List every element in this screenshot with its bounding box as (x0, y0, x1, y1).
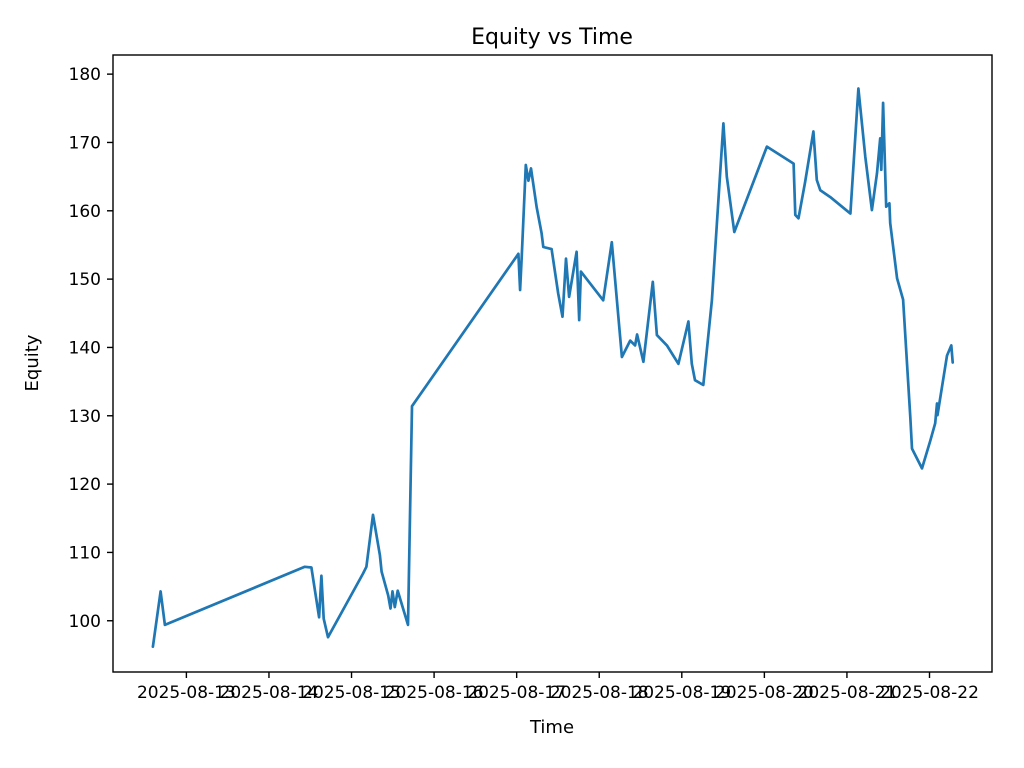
x-tick-label: 2025-08-13 (137, 683, 236, 703)
chart-title: Equity vs Time (471, 25, 633, 50)
y-tick-label: 130 (69, 407, 101, 427)
x-tick-label: 2025-08-18 (550, 683, 649, 703)
y-axis-ticks: 100 110 120 130 140 150 160 170 180 (69, 65, 113, 632)
x-tick-label: 2025-08-20 (715, 683, 814, 703)
x-axis-ticks: 2025-08-132025-08-142025-08-152025-08-16… (137, 672, 979, 703)
plot-area-spines (112, 54, 993, 673)
y-tick-label: 110 (69, 543, 101, 563)
y-tick-label: 120 (69, 475, 101, 495)
x-tick-label: 2025-08-19 (632, 683, 731, 703)
y-tick-label: 140 (69, 338, 101, 358)
y-tick-label: 160 (69, 202, 101, 222)
y-tick-label: 180 (69, 65, 101, 85)
x-axis-label: Time (529, 717, 574, 738)
x-tick-label: 2025-08-22 (880, 683, 979, 703)
equity-line-series (151, 87, 955, 649)
y-axis-label: Equity (22, 334, 43, 391)
x-tick-label: 2025-08-21 (798, 683, 897, 703)
x-tick-label: 2025-08-17 (467, 683, 566, 703)
y-tick-label: 170 (69, 133, 101, 153)
x-tick-label: 2025-08-15 (302, 683, 401, 703)
y-tick-label: 150 (69, 270, 101, 290)
x-tick-label: 2025-08-16 (385, 683, 484, 703)
y-tick-label: 100 (69, 612, 101, 632)
x-tick-label: 2025-08-14 (220, 683, 319, 703)
